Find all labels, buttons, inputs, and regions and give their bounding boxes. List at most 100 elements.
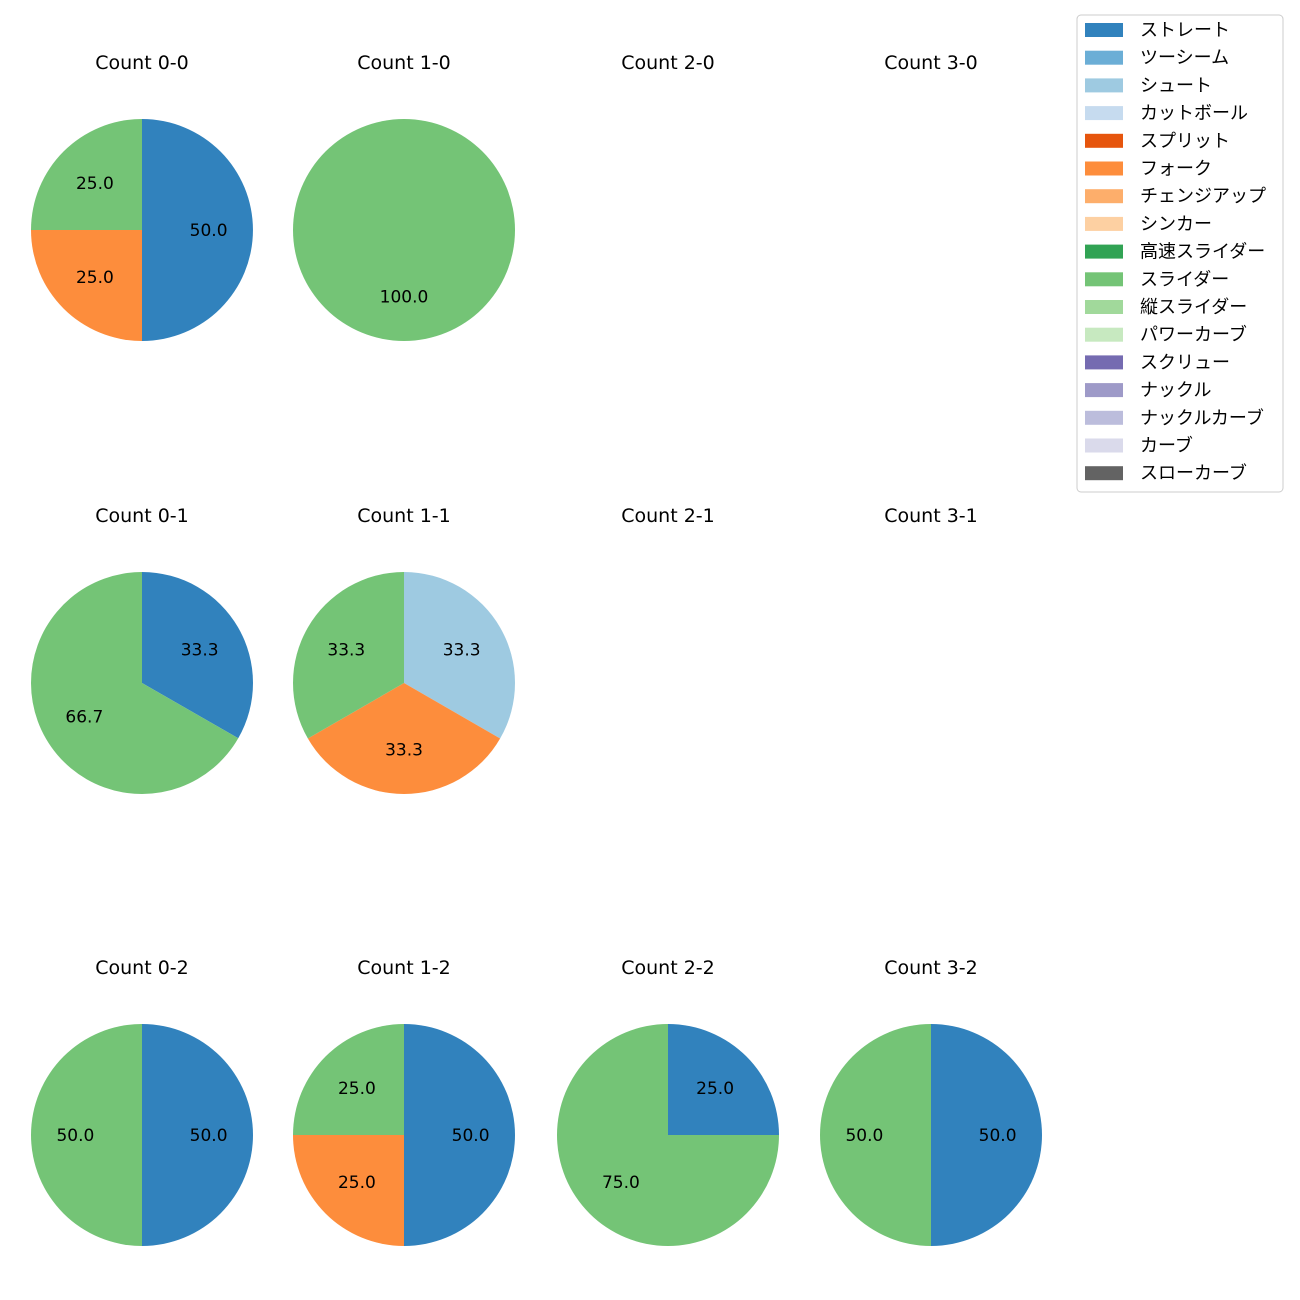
legend-swatch [1085,466,1123,481]
legend-swatch [1085,23,1123,37]
legend-label: カットボール [1140,103,1248,124]
legend-item: シンカー [1085,214,1212,235]
subplot-count-1-0: Count 1-0 100.0 [293,52,515,341]
legend-item: 縦スライダー [1085,297,1247,318]
legend-item: ナックル [1085,380,1211,401]
legend-item: ストレート [1085,20,1230,41]
legend: ストレートツーシームシュートカットボールスプリットフォークチェンジアップシンカー… [1076,14,1284,493]
subplot-count-3-2: Count 3-2 50.0 50.0 [820,957,1042,1246]
legend-item: カーブ [1085,435,1193,457]
legend-swatch [1085,189,1123,204]
pie-slice [142,119,253,341]
legend-swatch [1085,272,1123,287]
pie-slice [31,1024,142,1246]
legend-label: シュート [1140,75,1212,96]
slice-percent-label: 50.0 [979,1126,1017,1146]
pie-slice [307,683,501,794]
subplot-title: Count 2-1 [621,505,715,527]
subplot-count-2-0: Count 2-0 [621,52,715,74]
legend-label: カーブ [1140,435,1193,457]
pie-slice [31,230,142,341]
slice-percent-label: 33.3 [181,641,219,661]
slice-percent-label: 33.3 [385,741,423,761]
pie-slice [293,572,404,739]
slice-percent-label: 25.0 [696,1079,734,1099]
legend-label: スクリュー [1140,352,1230,373]
legend-item: スクリュー [1085,352,1230,373]
legend-item: チェンジアップ [1085,186,1266,207]
legend-label: シンカー [1140,214,1212,235]
legend-label: ナックルカーブ [1140,407,1264,429]
pie-slice [293,119,515,341]
legend-item: ナックルカーブ [1085,407,1264,429]
legend-label: チェンジアップ [1140,186,1266,207]
legend-swatch [1085,300,1123,314]
slice-percent-label: 25.0 [76,268,114,288]
subplot-count-0-1: Count 0-1 33.3 66.7 [30,505,253,795]
slice-percent-label: 50.0 [190,221,228,241]
legend-swatch [1085,355,1123,370]
slice-percent-label: 50.0 [190,1126,228,1146]
legend-item: フォーク [1085,159,1212,180]
legend-label: 縦スライダー [1140,297,1247,318]
subplot-title: Count 2-0 [621,52,715,74]
legend-swatch [1085,78,1123,93]
legend-swatch [1085,438,1123,453]
subplot-count-1-2: Count 1-2 50.0 25.0 25.0 [293,957,515,1246]
legend-swatch [1085,244,1123,259]
legend-label: スプリット [1140,131,1230,152]
legend-label: スローカーブ [1140,462,1247,484]
slice-percent-label: 66.7 [65,707,103,727]
legend-swatch [1085,133,1123,148]
legend-label: ナックル [1140,380,1211,401]
slice-percent-label: 33.3 [443,641,481,661]
subplot-title: Count 0-2 [95,957,189,979]
legend-swatch [1085,50,1123,65]
subplot-title: Count 1-2 [357,957,451,979]
subplot-title: Count 3-2 [884,957,978,979]
pie-slice [404,1024,515,1246]
subplot-title: Count 2-2 [621,957,715,979]
slice-percent-label: 33.3 [327,641,365,661]
subplot-title: Count 3-1 [884,505,978,527]
pie-slice [820,1024,931,1246]
slice-percent-label: 75.0 [602,1173,640,1193]
pie-slice [293,1135,404,1246]
pie-slice [142,1024,253,1246]
legend-item: ツーシーム [1085,48,1229,69]
subplot-count-3-0: Count 3-0 [884,52,978,74]
legend-label: ストレート [1140,20,1230,41]
subplot-title: Count 1-1 [357,505,451,527]
slice-percent-label: 25.0 [338,1173,376,1193]
slice-percent-label: 50.0 [452,1126,490,1146]
slice-percent-label: 50.0 [56,1126,94,1146]
legend-swatch [1085,327,1123,342]
subplot-count-3-1: Count 3-1 [884,505,978,527]
subplot-title: Count 3-0 [884,52,978,74]
legend-label: 高速スライダー [1140,242,1265,263]
pie-slice [404,572,515,739]
subplot-count-2-2: Count 2-2 25.0 75.0 [557,957,779,1246]
subplot-title: Count 0-0 [95,52,189,74]
pie-slice [557,1024,779,1246]
slice-percent-label: 100.0 [380,288,429,308]
subplot-count-0-0: Count 0-0 50.0 25.0 25.0 [31,52,253,341]
legend-label: パワーカーブ [1140,324,1247,346]
legend-item: スローカーブ [1085,462,1247,484]
legend-swatch [1085,383,1123,398]
legend-item: スライダー [1085,269,1229,290]
legend-label: フォーク [1140,159,1212,180]
slice-percent-label: 50.0 [845,1126,883,1146]
subplot-title: Count 0-1 [95,505,189,527]
legend-item: カットボール [1085,103,1248,124]
pie-slice [931,1024,1042,1246]
subplot-count-1-1: Count 1-1 33.3 33.3 33.3 [293,505,515,794]
legend-swatch [1085,161,1123,176]
legend-item: 高速スライダー [1085,242,1265,263]
pie-slice [293,1024,404,1135]
legend-label: スライダー [1140,269,1229,290]
legend-swatch [1085,410,1123,425]
pie-slice [668,1024,779,1135]
